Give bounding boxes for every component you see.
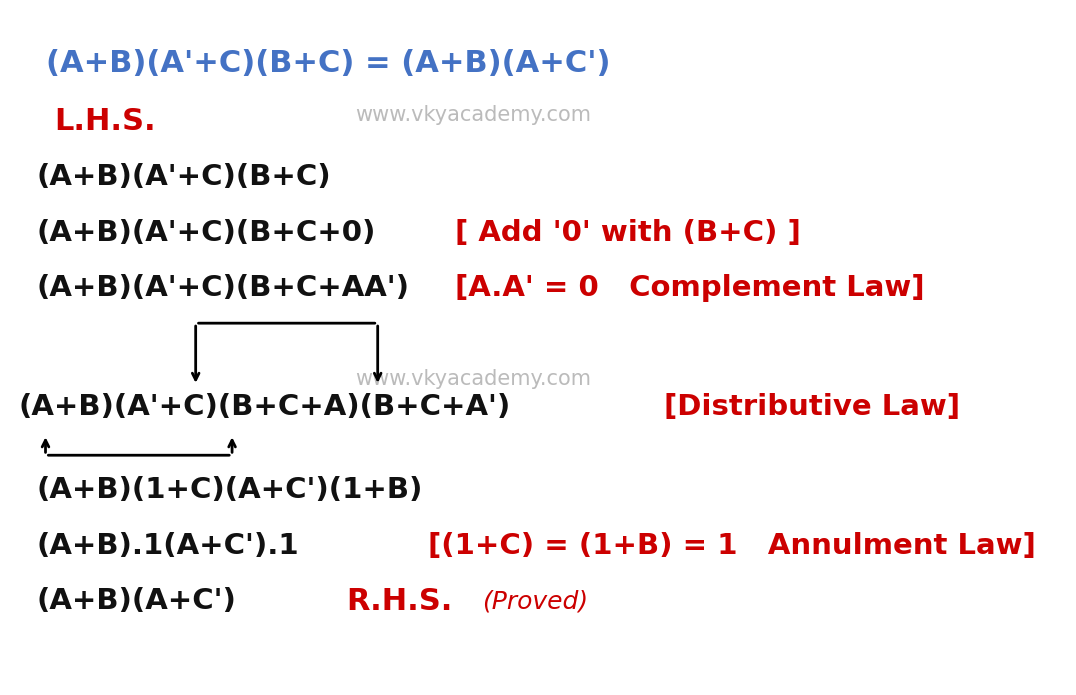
- Text: [(1+C) = (1+B) = 1   Annulment Law]: [(1+C) = (1+B) = 1 Annulment Law]: [428, 532, 1035, 559]
- Text: (A+B)(A'+C)(B+C+AA'): (A+B)(A'+C)(B+C+AA'): [37, 275, 409, 302]
- Text: (A+B)(1+C)(A+C')(1+B): (A+B)(1+C)(A+C')(1+B): [37, 476, 423, 504]
- Text: [A.A' = 0   Complement Law]: [A.A' = 0 Complement Law]: [455, 275, 924, 302]
- Text: (A+B)(A+C'): (A+B)(A+C'): [37, 587, 237, 615]
- Text: (A+B)(A'+C)(B+C+A)(B+C+A'): (A+B)(A'+C)(B+C+A)(B+C+A'): [18, 393, 510, 420]
- Text: (A+B)(A'+C)(B+C) = (A+B)(A+C'): (A+B)(A'+C)(B+C) = (A+B)(A+C'): [45, 49, 610, 78]
- Text: www.vkyacademy.com: www.vkyacademy.com: [355, 105, 591, 124]
- Text: (A+B).1(A+C').1: (A+B).1(A+C').1: [37, 532, 299, 559]
- Text: L.H.S.: L.H.S.: [55, 107, 156, 136]
- Text: (A+B)(A'+C)(B+C): (A+B)(A'+C)(B+C): [37, 163, 331, 191]
- Text: www.vkyacademy.com: www.vkyacademy.com: [355, 369, 591, 389]
- Text: (Proved): (Proved): [482, 589, 589, 613]
- Text: R.H.S.: R.H.S.: [345, 587, 452, 616]
- Text: (A+B)(A'+C)(B+C+0): (A+B)(A'+C)(B+C+0): [37, 219, 376, 247]
- Text: [Distributive Law]: [Distributive Law]: [664, 393, 961, 420]
- Text: [ Add '0' with (B+C) ]: [ Add '0' with (B+C) ]: [455, 219, 801, 247]
